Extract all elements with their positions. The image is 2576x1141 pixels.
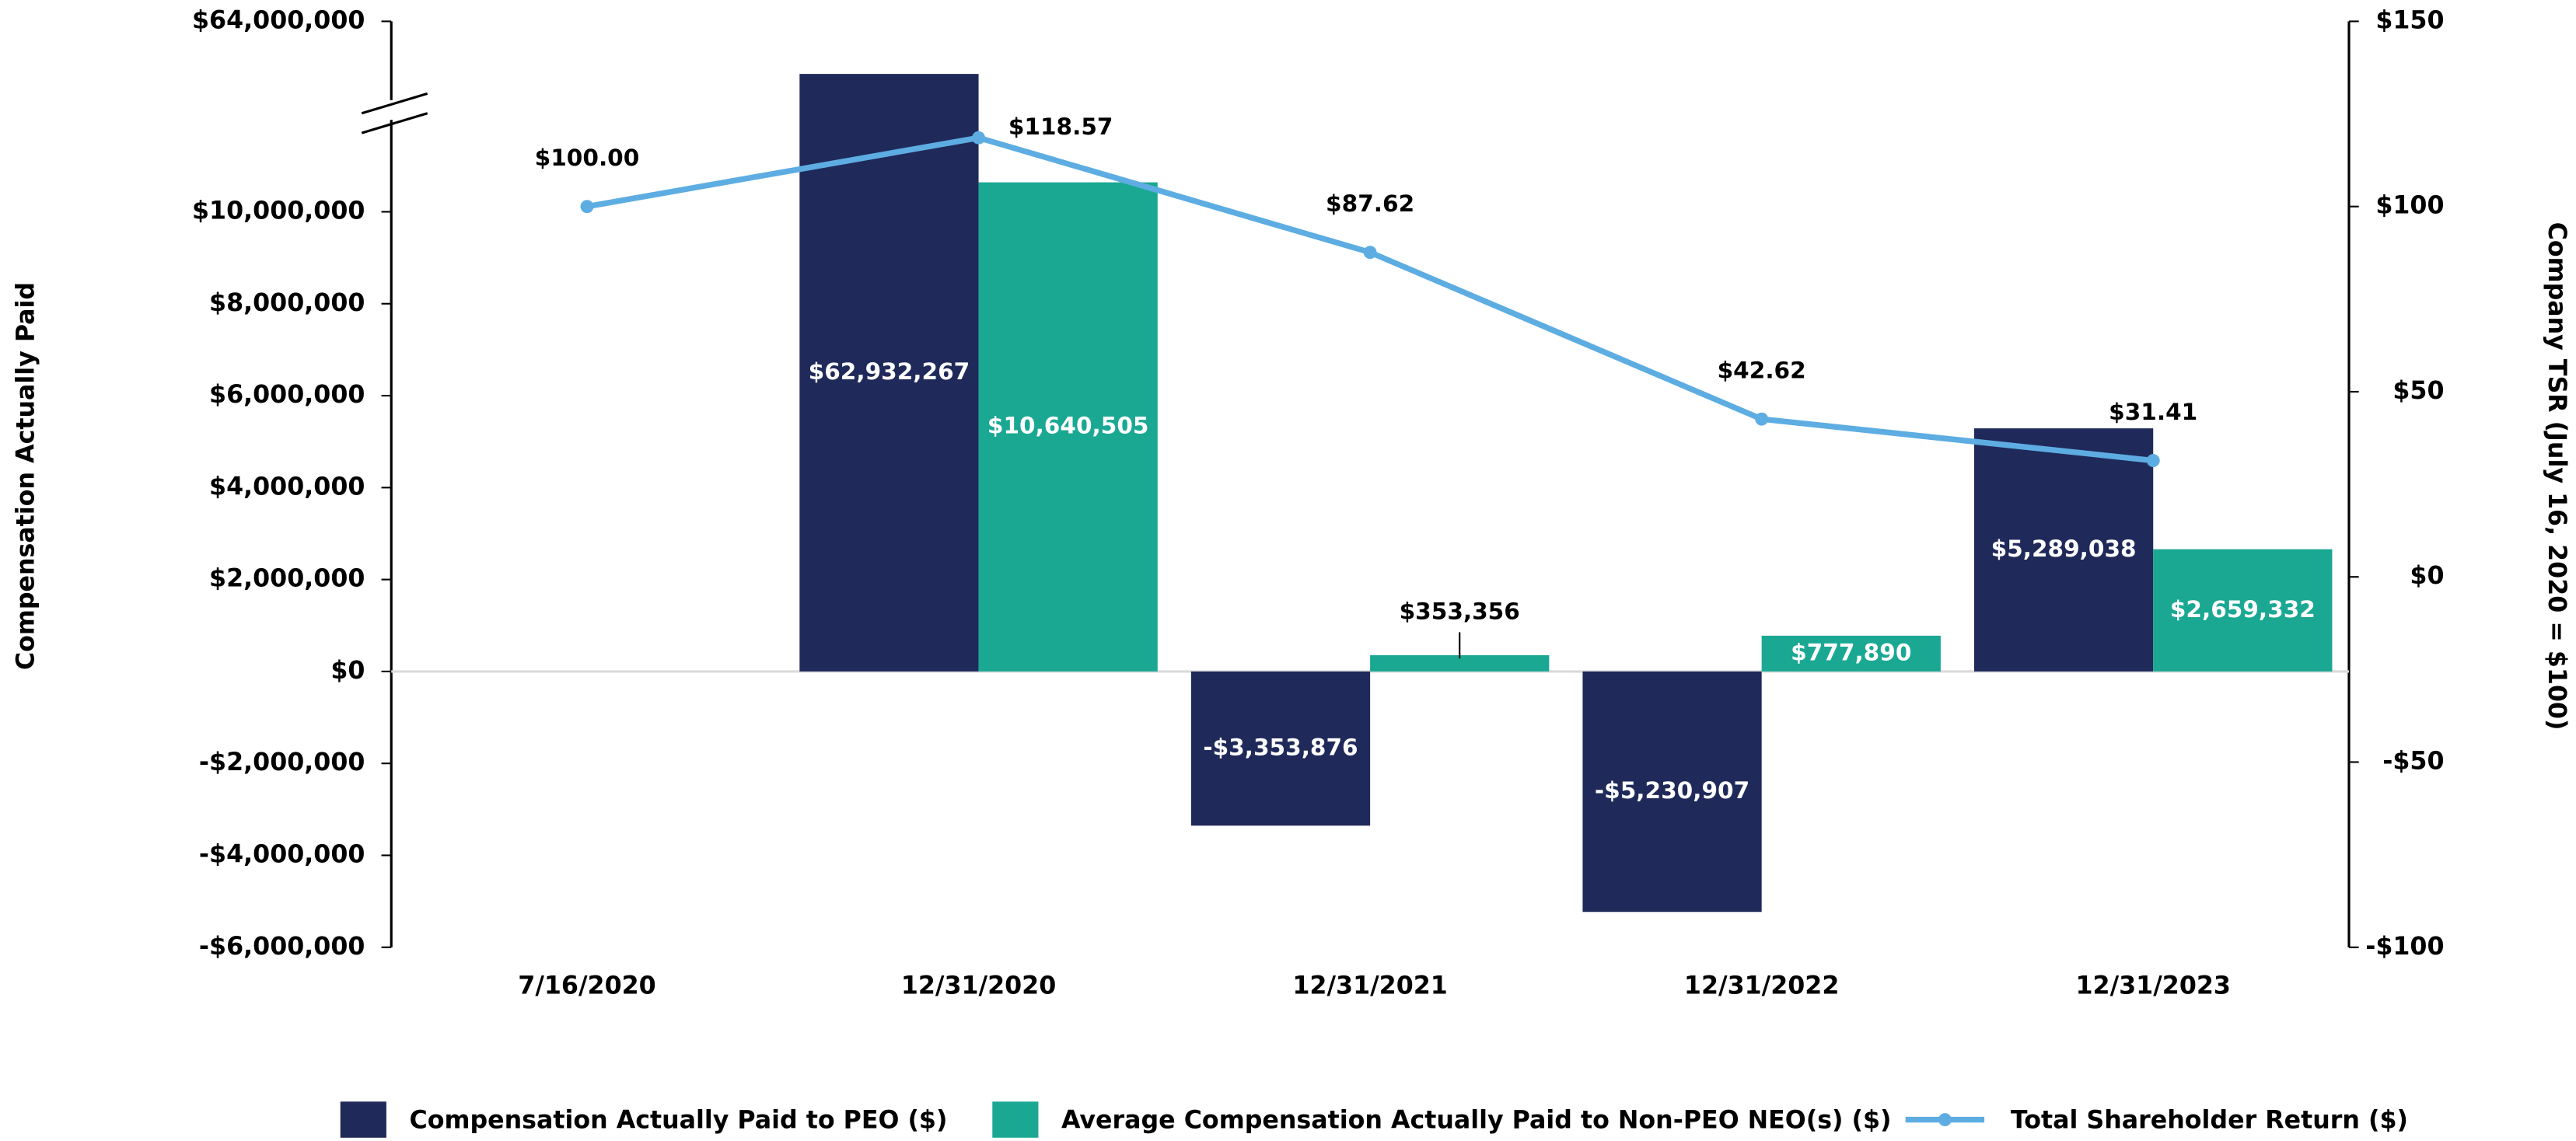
y2-tick-label: $50 [2392,377,2444,405]
x-tick-label: 12/31/2020 [901,972,1056,1000]
y-tick-label: -$4,000,000 [199,840,365,868]
axis-break [361,112,428,134]
bar [799,74,979,672]
tsr-value-label: $100.00 [535,145,640,171]
tsr-value-label: $87.62 [1326,190,1414,217]
y2-tick-label: $100 [2375,192,2444,220]
tsr-point [2146,454,2160,468]
y2-tick-label: -$100 [2365,933,2444,961]
y-tick-label: -$6,000,000 [199,933,365,961]
bar [1761,635,1941,672]
legend-label: Average Compensation Actually Paid to No… [1061,1107,1892,1135]
bar-value-label: $777,890 [1791,639,1911,665]
bar [1370,655,1550,672]
y-axis-label: Compensation Actually Paid [12,282,40,670]
bar-value-label: $5,289,038 [1991,536,2137,562]
y-tick-label: $6,000,000 [209,381,365,409]
tsr-point [1363,246,1377,260]
legend-swatch [992,1101,1039,1138]
y2-tick-label: -$50 [2382,747,2444,775]
legend-label: Compensation Actually Paid to PEO ($) [409,1107,947,1135]
bar [978,182,1158,672]
tsr-point [972,131,986,145]
x-tick-label: 12/31/2023 [2076,972,2231,1000]
y2-tick-label: $0 [2410,562,2444,590]
legend-swatch [340,1101,386,1138]
axis-break [361,92,428,115]
bar-value-label: $353,356 [1400,598,1520,625]
tsr-point [1755,412,1769,426]
bar [1973,428,2154,672]
bar [1190,671,1371,826]
y-tick-label: $4,000,000 [209,473,365,501]
y-tick-label: $0 [330,657,365,685]
bar-value-label: -$5,230,907 [1595,777,1749,804]
x-tick-label: 12/31/2022 [1684,972,1839,1000]
bar-value-label: -$3,353,876 [1203,734,1358,761]
y2-tick-label: $150 [2375,6,2444,34]
y-tick-label: -$2,000,000 [199,748,365,776]
tsr-value-label: $42.62 [1718,357,1806,383]
y-tick-label: $10,000,000 [192,197,365,225]
bar-value-label: $2,659,332 [2170,596,2316,623]
bar [1582,671,1762,912]
y-tick-label: $8,000,000 [209,289,365,317]
y2-axis-label: Company TSR (July 16, 2020 = $100) [2543,222,2571,731]
tsr-value-label: $118.57 [1008,113,1113,140]
bar-value-label: $10,640,505 [987,413,1149,439]
bar [2153,549,2333,672]
tsr-value-label: $31.41 [2109,399,2197,425]
y-tick-label: $64,000,000 [192,6,365,34]
x-tick-label: 12/31/2021 [1292,972,1447,1000]
y-tick-label: $2,000,000 [209,565,365,593]
x-tick-label: 7/16/2020 [518,972,655,1000]
legend-swatch [1938,1113,1952,1126]
legend-label: Total Shareholder Return ($) [2011,1107,2408,1135]
bar-value-label: $62,932,267 [809,358,970,385]
tsr-point [580,200,594,214]
